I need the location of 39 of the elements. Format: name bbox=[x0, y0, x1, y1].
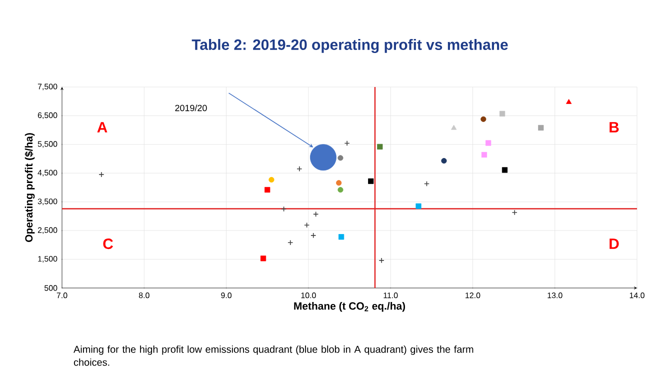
y-axis-title: Operating profit ($/ha) bbox=[24, 133, 35, 242]
annotation: 2019/20 bbox=[175, 104, 207, 112]
point bbox=[338, 155, 344, 161]
point bbox=[260, 256, 266, 262]
point bbox=[486, 140, 492, 146]
point bbox=[338, 187, 344, 193]
point bbox=[416, 203, 422, 209]
point bbox=[368, 178, 374, 184]
point bbox=[280, 206, 287, 212]
point bbox=[424, 180, 430, 187]
point bbox=[566, 99, 572, 104]
point bbox=[304, 222, 310, 228]
point bbox=[480, 116, 486, 122]
point bbox=[313, 211, 319, 218]
point bbox=[296, 166, 302, 172]
point bbox=[377, 144, 383, 150]
point bbox=[499, 110, 506, 117]
point bbox=[502, 167, 508, 173]
point bbox=[264, 187, 270, 193]
point bbox=[338, 234, 344, 240]
point bbox=[336, 180, 342, 186]
x-axis-title: Methane (t CO$_{2}$ eq./ha) bbox=[294, 302, 406, 312]
point bbox=[538, 124, 544, 131]
point bbox=[378, 258, 384, 264]
point bbox=[344, 140, 350, 146]
point bbox=[451, 124, 457, 130]
chart-title: Table 2: 2019-20 operating profit vs methane bbox=[192, 39, 508, 53]
point bbox=[310, 232, 316, 238]
annotation: D bbox=[610, 238, 619, 249]
point bbox=[288, 240, 294, 246]
annotation: C bbox=[103, 238, 113, 250]
point bbox=[441, 158, 447, 164]
annotation: A bbox=[97, 122, 108, 132]
point bbox=[268, 176, 274, 183]
point bbox=[98, 172, 104, 178]
point bbox=[481, 152, 488, 158]
point bbox=[512, 210, 518, 216]
annotation: B bbox=[610, 122, 619, 132]
text: Aiming for the high profit low emissions quadrant (blue blob in A quadrant) gives the farm choices. bbox=[74, 346, 474, 366]
